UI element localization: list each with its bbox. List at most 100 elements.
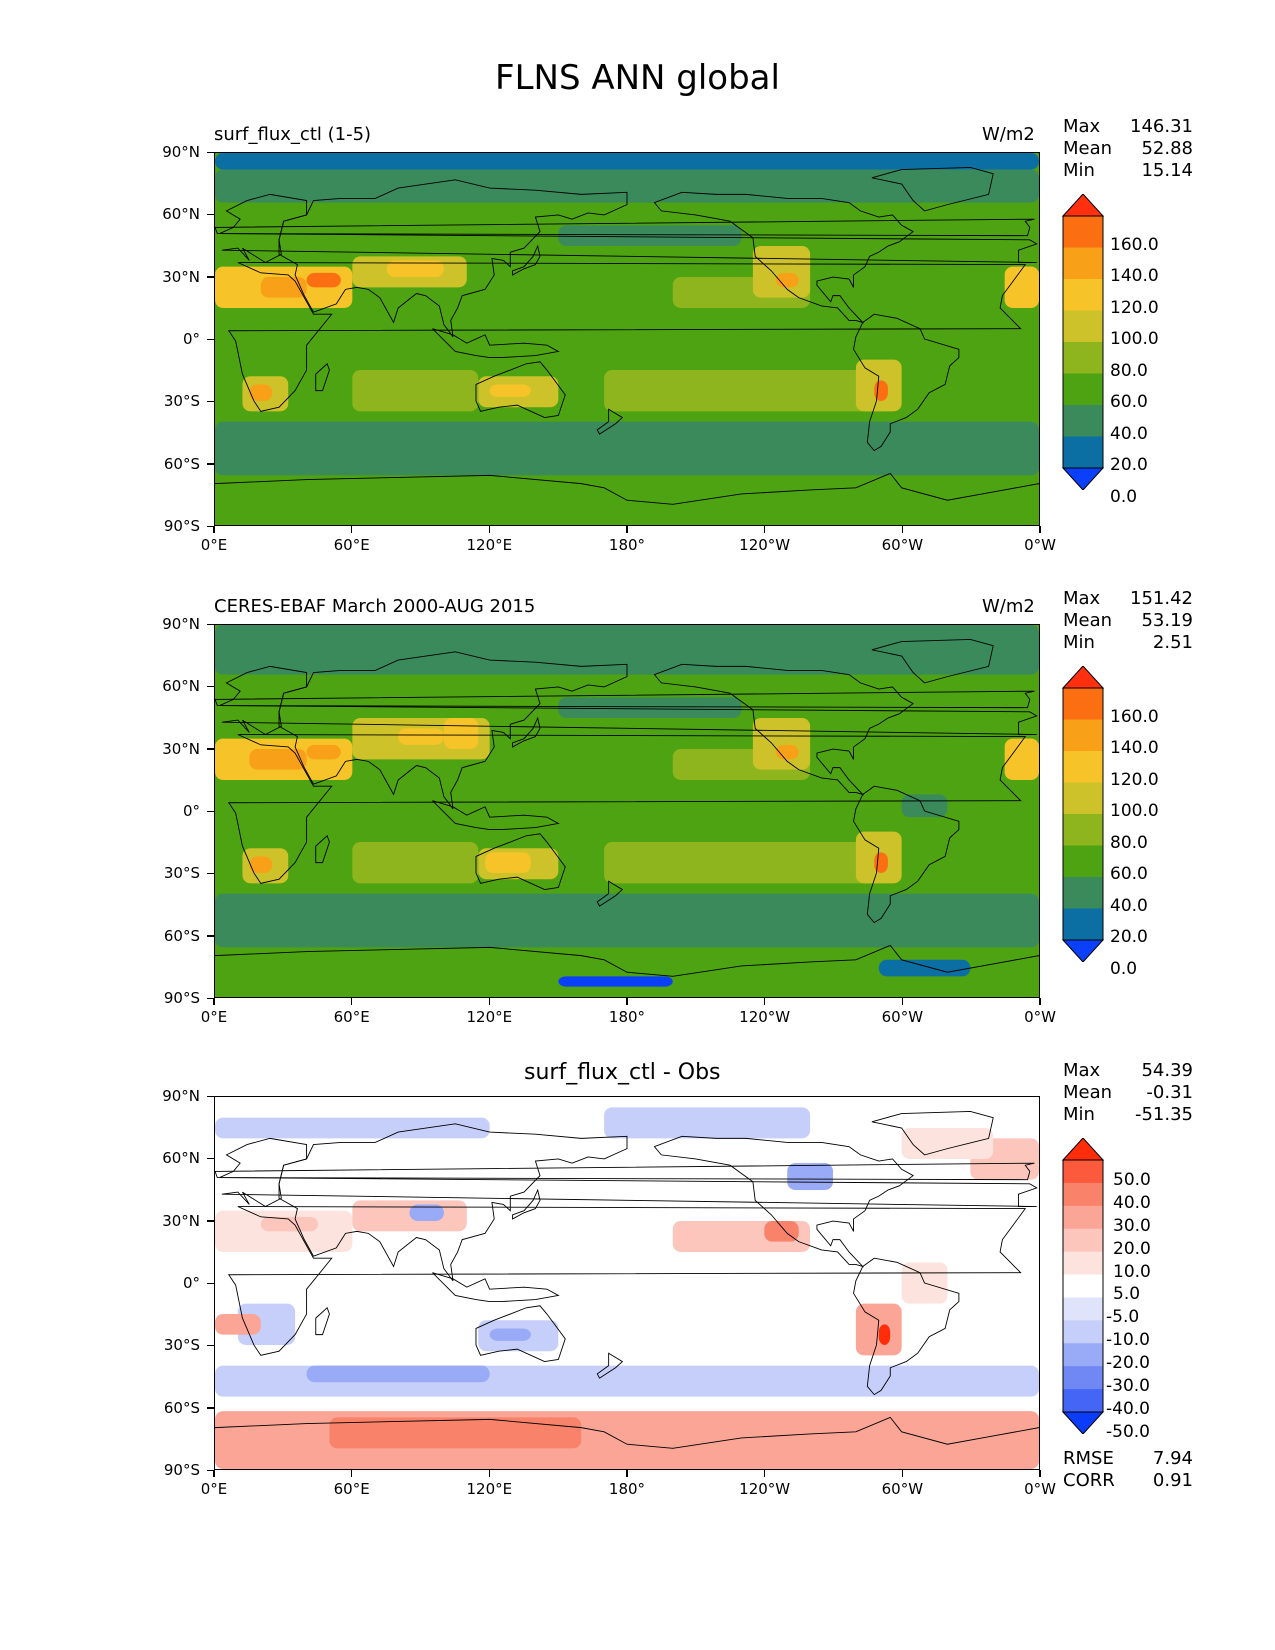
lon-tick-mark (213, 1470, 215, 1477)
lon-tick-label: 0°E (200, 1008, 228, 1026)
coastline-australia (475, 833, 566, 891)
coastline-nz (596, 1352, 624, 1379)
colorbar-extend-min (1061, 467, 1105, 490)
lat-tick-mark (207, 685, 214, 688)
field-patch (855, 1303, 902, 1356)
field-patch (878, 959, 971, 977)
lon-tick-label: 0°W (1024, 1480, 1056, 1498)
lon-tick-label: 0°W (1024, 536, 1056, 554)
lon-tick-label: 60°E (333, 536, 370, 554)
coastline-samerica (853, 1257, 960, 1396)
lon-tick-label: 0°W (1024, 1008, 1056, 1026)
colorbar-frame (1062, 1159, 1104, 1413)
colorbar-segment (1063, 1297, 1103, 1321)
field-patch (306, 272, 341, 288)
colorbar-segment (1063, 1160, 1103, 1184)
colorbar-tick-label: 20.0 (1110, 455, 1148, 475)
lon-tick-label: 120°W (739, 1008, 791, 1026)
lon-tick-label: 180° (608, 1008, 646, 1026)
field-patch (260, 277, 307, 298)
lon-tick-mark (488, 526, 491, 533)
coastline-australia (475, 361, 566, 419)
stats-footer: RMSE 7.94 CORR 0.91 (1063, 1448, 1193, 1492)
map-plot (214, 1096, 1040, 1470)
colorbar-segment (1063, 1251, 1103, 1276)
colorbar-extend-max (1061, 1138, 1105, 1161)
field-patch (604, 842, 879, 884)
colorbar-segment (1063, 719, 1103, 752)
colorbar-segment (1063, 247, 1103, 280)
corr-label: CORR (1063, 1470, 1115, 1491)
colorbar-tick-label: 40.0 (1113, 1192, 1151, 1213)
field-patch (398, 728, 444, 745)
lon-tick-label: 60°E (333, 1480, 370, 1498)
field-patch (752, 718, 811, 770)
lon-tick-mark (763, 998, 766, 1005)
colorbar-tick-label: 40.0 (1110, 423, 1148, 444)
panel-units: W/m2 (982, 596, 1035, 617)
colorbar-tick-label: -10.0 (1106, 1330, 1150, 1351)
colorbar-segment (1063, 1205, 1103, 1230)
lat-tick-mark (207, 1220, 214, 1222)
field-patch (215, 1117, 490, 1139)
field-patch (443, 718, 479, 749)
colorbar-extend-max (1061, 666, 1105, 689)
lat-tick-label: 90°N (162, 1087, 200, 1105)
lon-tick-label: 60°W (881, 1008, 924, 1026)
lon-tick-mark (488, 998, 491, 1005)
field-patch (485, 852, 531, 873)
colorbar (1061, 1138, 1105, 1434)
coastline-asia (278, 651, 628, 810)
map-plot (214, 152, 1040, 526)
field-patch (874, 852, 888, 873)
coastline-indonesia (432, 328, 560, 359)
colorbar-tick-label: 5.0 (1113, 1284, 1141, 1305)
lat-tick-label: 30°N (162, 1211, 200, 1230)
coastline-antarctica (215, 472, 1039, 505)
coastline-samerica (853, 313, 960, 452)
lon-tick-label: 120°W (739, 1480, 791, 1498)
corr-value: 0.91 (1152, 1470, 1193, 1491)
colorbar-tick-label: -40.0 (1106, 1399, 1150, 1419)
min-value: -51.35 (1134, 1104, 1193, 1125)
lat-tick-label: 0° (182, 1274, 200, 1292)
lat-tick-label: 30°N (162, 267, 200, 286)
max-value: 151.42 (1130, 588, 1193, 609)
coastline-uk (215, 1162, 1035, 1181)
lat-tick-label: 60°S (163, 1398, 200, 1417)
lat-tick-mark (207, 525, 214, 527)
rmse-label: RMSE (1063, 1448, 1114, 1469)
colorbar-segment (1063, 1274, 1103, 1298)
lat-tick-label: 90°S (163, 1461, 200, 1479)
coastline-asia (278, 179, 628, 338)
colorbar-segment (1063, 216, 1103, 248)
coastline-antarctica (215, 944, 1039, 977)
lat-tick-label: 60°N (162, 677, 200, 696)
lon-tick-mark (1039, 526, 1041, 533)
lon-tick-mark (488, 1470, 491, 1477)
colorbar-tick-label: 160.0 (1110, 706, 1159, 727)
lat-tick-label: 30°S (163, 1336, 200, 1355)
coastline-europe (219, 193, 1038, 264)
colorbar-segment (1063, 1366, 1103, 1390)
coastline-madagascar (315, 362, 330, 392)
coastline-greenland (871, 1110, 994, 1156)
coastline-namerica (653, 663, 914, 796)
lon-tick-label: 120°W (739, 536, 791, 554)
min-label: Min (1063, 632, 1095, 653)
lat-tick-mark (207, 276, 214, 278)
field-patch (558, 225, 742, 246)
panel-left-title: surf_flux_ctl (1-5) (214, 124, 372, 145)
colorbar-tick-label: 20.0 (1110, 927, 1148, 947)
lon-tick-label: 180° (608, 536, 646, 554)
colorbar-tick-label: 140.0 (1110, 738, 1159, 758)
map-plot (214, 624, 1040, 998)
lon-tick-label: 0°E (200, 536, 228, 554)
field-patch (306, 1365, 490, 1383)
lat-tick-mark (207, 1344, 214, 1347)
colorbar-tick-label: 60.0 (1110, 392, 1148, 412)
colorbar-extend-min (1061, 1411, 1105, 1434)
lat-tick-mark (207, 872, 214, 875)
lat-tick-label: 90°N (162, 615, 200, 633)
lat-tick-label: 30°N (162, 739, 200, 758)
